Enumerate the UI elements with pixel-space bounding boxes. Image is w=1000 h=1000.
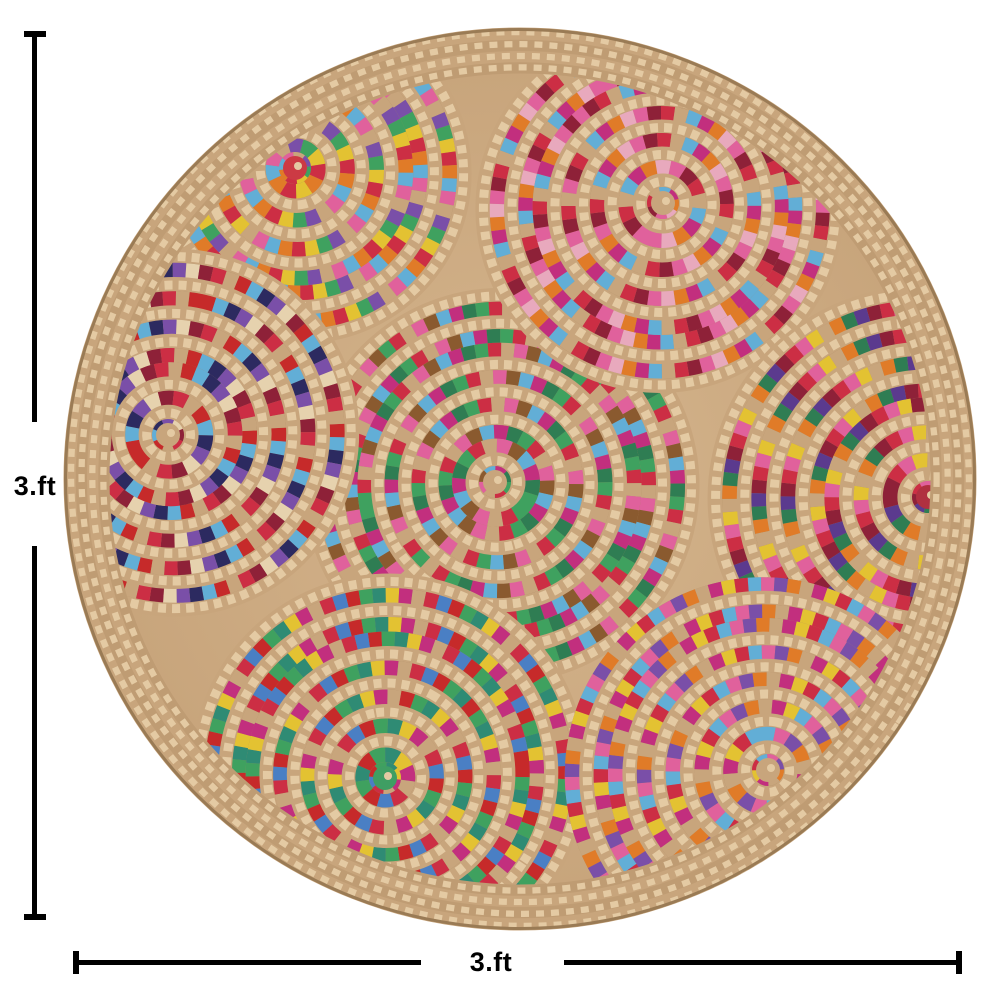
height-dimension-label: 3.ft: [13, 471, 57, 501]
height-dimension-lower-segment: [32, 546, 37, 918]
width-dimension-left-segment: [73, 960, 421, 965]
height-dimension-bottom-cap: [24, 914, 46, 920]
height-dimension-upper-segment: [32, 31, 37, 422]
width-dimension-right-segment: [564, 960, 958, 965]
width-dimension-label: 3.ft: [469, 947, 513, 977]
width-dimension-right-cap: [956, 951, 962, 974]
